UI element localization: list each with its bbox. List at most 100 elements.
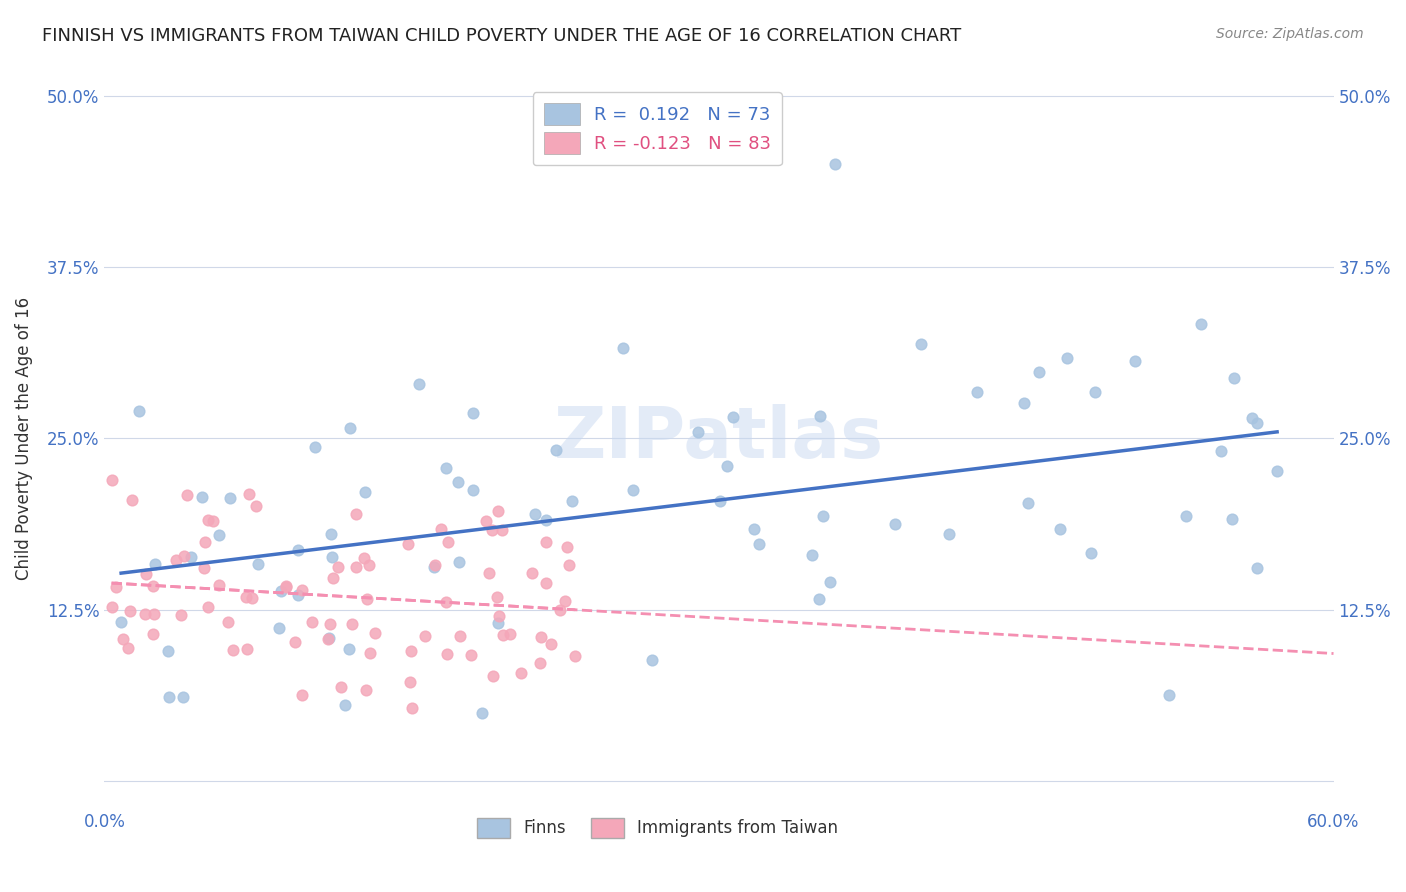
Point xyxy=(564,648,586,663)
Point xyxy=(686,425,709,440)
Point xyxy=(344,507,367,521)
Point xyxy=(460,648,482,662)
Point xyxy=(430,522,453,536)
Point xyxy=(191,490,214,504)
Point xyxy=(267,621,290,635)
Point xyxy=(208,528,231,542)
Point xyxy=(491,523,513,537)
Point xyxy=(357,558,380,573)
Point xyxy=(276,579,298,593)
Point xyxy=(112,632,135,646)
Point xyxy=(197,600,219,615)
Point xyxy=(328,559,350,574)
Point xyxy=(100,600,122,615)
Point xyxy=(408,377,430,392)
Point xyxy=(339,421,361,435)
Text: ZIPatlas: ZIPatlas xyxy=(554,404,884,473)
Point xyxy=(540,637,562,651)
Point xyxy=(716,458,738,473)
Point xyxy=(1241,411,1264,425)
Point xyxy=(284,635,307,649)
Point xyxy=(173,549,195,563)
Point xyxy=(399,643,422,657)
Point xyxy=(1028,366,1050,380)
Point xyxy=(554,594,576,608)
Point xyxy=(801,549,824,563)
Point xyxy=(742,522,765,536)
Point xyxy=(824,157,846,171)
Y-axis label: Child Poverty Under the Age of 16: Child Poverty Under the Age of 16 xyxy=(15,297,32,580)
Point xyxy=(359,647,381,661)
Point xyxy=(530,631,553,645)
Point xyxy=(330,680,353,694)
Point xyxy=(534,535,557,549)
Point xyxy=(557,540,579,554)
Point xyxy=(938,527,960,541)
Point xyxy=(612,341,634,355)
Point xyxy=(218,491,240,506)
Point xyxy=(104,580,127,594)
Point xyxy=(423,559,446,574)
Point xyxy=(353,551,375,566)
Point xyxy=(1211,443,1233,458)
Point xyxy=(321,550,343,565)
Point xyxy=(807,592,830,607)
Point xyxy=(143,557,166,571)
Point xyxy=(208,578,231,592)
Point xyxy=(172,690,194,705)
Point xyxy=(143,607,166,621)
Point xyxy=(548,603,571,617)
Point xyxy=(486,590,509,604)
Text: Source: ZipAtlas.com: Source: ZipAtlas.com xyxy=(1216,27,1364,41)
Point xyxy=(319,527,342,541)
Point xyxy=(401,701,423,715)
Point xyxy=(344,560,367,574)
Point xyxy=(482,669,505,683)
Point xyxy=(335,698,357,713)
Point xyxy=(304,440,326,454)
Point xyxy=(301,615,323,629)
Point xyxy=(356,592,378,607)
Point xyxy=(966,385,988,400)
Point xyxy=(486,503,509,517)
Point xyxy=(534,576,557,591)
Point xyxy=(808,409,831,424)
Point xyxy=(1157,688,1180,702)
Point xyxy=(245,499,267,513)
Point xyxy=(142,626,165,640)
Text: FINNISH VS IMMIGRANTS FROM TAIWAN CHILD POVERTY UNDER THE AGE OF 16 CORRELATION : FINNISH VS IMMIGRANTS FROM TAIWAN CHILD … xyxy=(42,27,962,45)
Point xyxy=(1012,396,1035,410)
Point xyxy=(449,629,471,643)
Point xyxy=(544,443,567,458)
Point xyxy=(529,657,551,671)
Point xyxy=(1223,370,1246,384)
Point xyxy=(100,473,122,487)
Point xyxy=(463,483,485,498)
Point xyxy=(142,579,165,593)
Point xyxy=(641,653,664,667)
Point xyxy=(156,644,179,658)
Point xyxy=(1084,384,1107,399)
Point xyxy=(437,534,460,549)
Point xyxy=(1265,465,1288,479)
Point xyxy=(318,631,340,645)
Point xyxy=(425,558,447,572)
Point xyxy=(721,410,744,425)
Point xyxy=(492,627,515,641)
Point xyxy=(180,550,202,565)
Point xyxy=(340,617,363,632)
Point xyxy=(120,604,142,618)
Point xyxy=(486,616,509,631)
Point xyxy=(509,666,531,681)
Point xyxy=(217,615,239,629)
Point xyxy=(1246,561,1268,575)
Point xyxy=(434,595,457,609)
Point xyxy=(557,558,579,572)
Point xyxy=(811,509,834,524)
Point xyxy=(110,615,132,629)
Point xyxy=(1220,512,1243,526)
Point xyxy=(197,513,219,527)
Point xyxy=(353,485,375,500)
Point xyxy=(319,617,342,632)
Point xyxy=(488,609,510,624)
